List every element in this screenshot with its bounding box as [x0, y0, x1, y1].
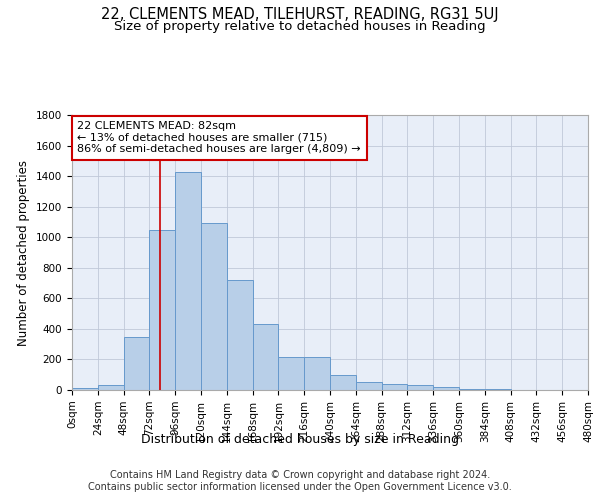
Bar	[459, 389, 485, 390]
Bar	[175, 172, 201, 390]
Bar	[407, 386, 433, 390]
Bar	[278, 357, 304, 390]
Bar	[72, 388, 98, 390]
Bar	[149, 230, 175, 390]
Y-axis label: Number of detached properties: Number of detached properties	[17, 160, 31, 346]
Bar	[304, 357, 330, 390]
Bar	[227, 280, 253, 390]
Bar	[98, 386, 124, 390]
Bar	[485, 389, 511, 390]
Text: Size of property relative to detached houses in Reading: Size of property relative to detached ho…	[114, 20, 486, 33]
Bar	[330, 374, 356, 390]
Text: 22 CLEMENTS MEAD: 82sqm
← 13% of detached houses are smaller (715)
86% of semi-d: 22 CLEMENTS MEAD: 82sqm ← 13% of detache…	[77, 121, 361, 154]
Bar	[201, 224, 227, 390]
Text: Distribution of detached houses by size in Reading: Distribution of detached houses by size …	[141, 432, 459, 446]
Text: 22, CLEMENTS MEAD, TILEHURST, READING, RG31 5UJ: 22, CLEMENTS MEAD, TILEHURST, READING, R…	[101, 8, 499, 22]
Bar	[253, 324, 278, 390]
Bar	[382, 384, 407, 390]
Text: Contains HM Land Registry data © Crown copyright and database right 2024.
Contai: Contains HM Land Registry data © Crown c…	[88, 470, 512, 492]
Bar	[356, 382, 382, 390]
Bar	[124, 336, 149, 390]
Bar	[433, 387, 459, 390]
